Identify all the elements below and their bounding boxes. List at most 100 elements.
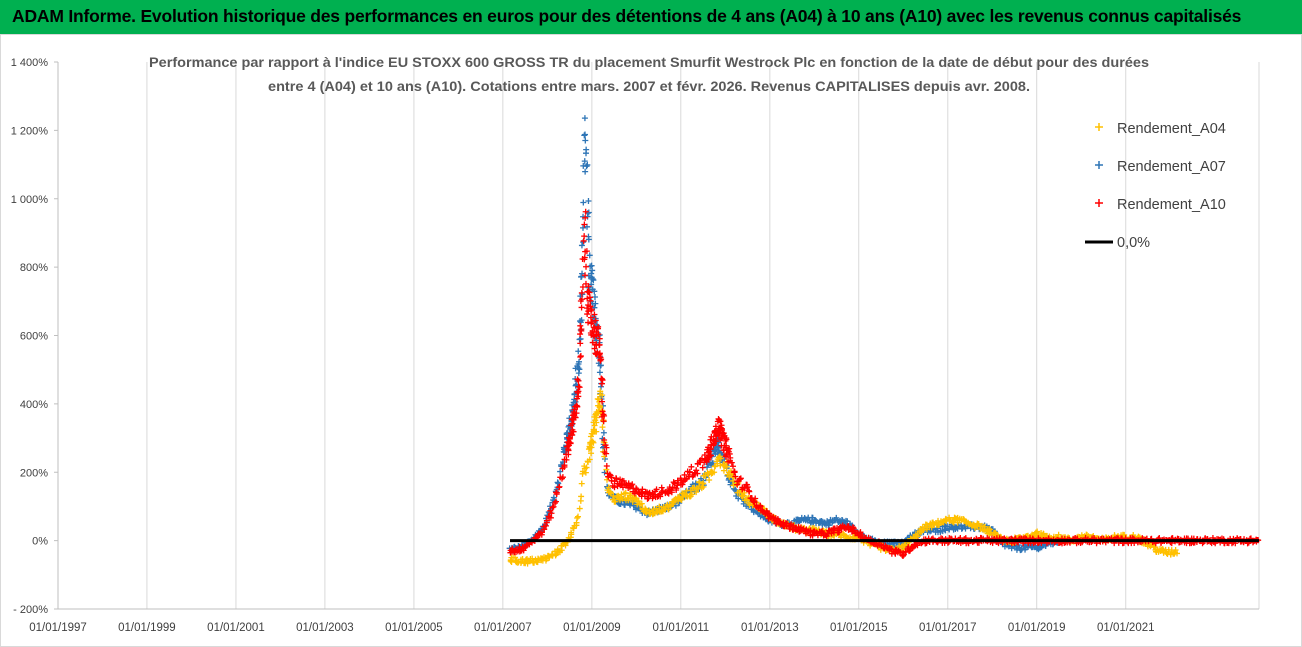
rendement-a04-point-275	[711, 469, 718, 476]
rendement-a04-point-190	[638, 500, 645, 507]
rendement-a04-point-237	[678, 496, 685, 503]
rendement-a07-point-142	[582, 168, 589, 175]
rendement-a10-point-181	[595, 331, 602, 338]
rendement-a10-point-273	[658, 484, 665, 491]
rendement-a10-point-133	[581, 254, 588, 261]
rendement-a07-point-162	[589, 267, 596, 274]
rendement-a07-point-472	[812, 516, 819, 523]
x-tick-label-6: 01/01/2009	[563, 622, 621, 634]
rendement-a07-point-630	[946, 525, 953, 532]
rendement-a07-point-352	[715, 444, 722, 451]
legend-label-rendement-a04: Rendement_A04	[1117, 121, 1226, 137]
x-tick-label-7: 01/01/2011	[652, 622, 709, 634]
rendement-a04-point-89	[582, 469, 589, 476]
rendement-a04-point-149	[604, 476, 611, 483]
rendement-a10-point-196	[599, 398, 606, 405]
rendement-a10-point-237	[629, 481, 636, 488]
rendement-a10-point-141	[584, 311, 591, 318]
rendement-a04-point-212	[656, 503, 663, 510]
rendement-a07-point-143	[583, 150, 590, 157]
performance-chart: 01/01/1997 01/01/1999 01/01/2001 01/01/2003…	[11, 55, 1262, 634]
rendement-a04-point-818	[1174, 550, 1180, 557]
y-tick-label-3: 800%	[20, 262, 48, 274]
rendement-a10-point-195	[599, 408, 606, 415]
rendement-a04-point-171	[622, 489, 629, 496]
rendement-a07-point-203	[600, 429, 607, 436]
rendement-a10-point-112	[575, 383, 582, 390]
x-tick-label-4: 01/01/2005	[385, 622, 443, 634]
rendement-a07-point-194	[596, 369, 603, 376]
rendement-a10-point-58	[555, 484, 562, 491]
rendement-a04-point-84	[578, 480, 585, 487]
rendement-a10-point-411	[732, 473, 739, 480]
rendement-a10-point-56	[553, 489, 560, 496]
rendement-a04-point-64	[562, 542, 569, 549]
rendement-a10-point-83	[566, 435, 573, 442]
rendement-a10-point-427	[746, 488, 753, 495]
rendement-a04-point-104	[589, 438, 596, 445]
rendement-a10-point-242	[633, 485, 640, 492]
rendement-a10-point-159	[589, 328, 596, 335]
rendement-a10-point-129	[582, 214, 589, 221]
rendement-a04-point-79	[574, 515, 581, 522]
rendement-a07-point-231	[621, 502, 628, 509]
legend-marker-rendement-a07	[1095, 161, 1103, 169]
rendement-a10-point-200	[600, 411, 607, 418]
rendement-a04-point-250	[688, 491, 695, 498]
rendement-a07-point-119	[576, 366, 583, 373]
rendement-a10-point-124	[579, 284, 586, 291]
rendement-a04-point-53	[552, 552, 559, 559]
rendement-a10-point-227	[619, 484, 626, 491]
rendement-a04-point-160	[612, 498, 619, 505]
rendement-a10-point-179	[595, 323, 602, 330]
rendement-a10-point-284	[668, 489, 675, 496]
rendement-a10-point-61	[559, 474, 566, 481]
rendement-a04-point-90	[583, 464, 590, 471]
rendement-a04-point-81	[576, 505, 583, 512]
rendement-a04-point-261	[699, 480, 706, 487]
report-title: ADAM Informe. Evolution historique des p…	[12, 6, 1242, 26]
rendement-a10-point-341	[707, 446, 714, 453]
rendement-a07-point-166	[589, 275, 596, 282]
x-tick-label-10: 01/01/2017	[919, 622, 977, 634]
rendement-a10-point-51	[550, 503, 557, 510]
rendement-a10-point-501	[809, 532, 816, 539]
rendement-a04-point-287	[720, 467, 727, 474]
legend-label-0-0-: 0,0%	[1117, 235, 1150, 251]
rendement-a10-point-161	[589, 339, 596, 346]
rendement-a10-point-463	[776, 518, 783, 525]
rendement-a10-point-207	[603, 463, 610, 470]
rendement-a10-point-53	[552, 498, 559, 505]
rendement-a10-point-92	[570, 428, 577, 435]
rendement-a10-point-118	[577, 322, 584, 329]
rendement-a04-point-196	[642, 506, 649, 513]
rendement-a07-point-172	[592, 300, 599, 307]
y-tick-label-7: 0%	[32, 536, 48, 548]
x-tick-label-2: 01/01/2001	[207, 622, 265, 634]
legend-marker-rendement-a10	[1095, 199, 1103, 207]
rendement-a10-point-134	[582, 208, 589, 215]
rendement-a10-point-440	[757, 502, 764, 509]
x-tick-label-11: 01/01/2019	[1008, 622, 1066, 634]
rendement-a04-point-142	[599, 424, 606, 431]
rendement-a04-point-309	[739, 493, 746, 500]
rendement-a10-point-153	[588, 306, 595, 313]
x-tick-label-12: 01/01/2021	[1097, 622, 1155, 634]
chart-title-line2: entre 4 (A04) et 10 ans (A10). Cotations…	[268, 79, 1030, 94]
rendement-a10-point-287	[670, 479, 677, 486]
rendement-a10-point-312	[693, 467, 700, 474]
rendement-a04-point-121	[593, 419, 600, 426]
rendement-a04-point-95	[586, 456, 593, 463]
rendement-a10-point-396	[722, 453, 729, 460]
rendement-a07-point-140	[581, 115, 588, 122]
rendement-a10-point-508	[814, 532, 821, 539]
y-tick-label-8: - 200%	[13, 604, 48, 616]
rendement-a10-point-110	[574, 389, 581, 396]
rendement-a10-point-115	[577, 340, 584, 347]
rendement-a07-point-58	[557, 468, 564, 475]
rendement-a10-point-64	[561, 462, 568, 469]
y-tick-label-0: 1 400%	[11, 57, 49, 69]
rendement-a10-point-217	[611, 484, 618, 491]
rendement-a10-point-142	[584, 305, 591, 312]
rendement-a04-point-655	[1034, 528, 1041, 535]
